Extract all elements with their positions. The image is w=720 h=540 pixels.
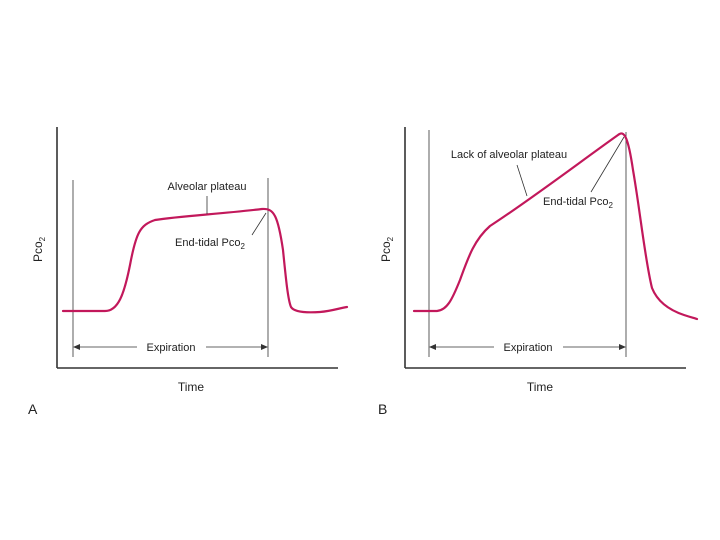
- panel-a-co2-curve: [61, 207, 349, 314]
- panel-a-end-tidal-leader: [251, 212, 267, 236]
- panel-b-expiration-arrowhead-right: [619, 344, 626, 350]
- panel-a-expiration-arrowhead-left: [73, 344, 80, 350]
- panel-a-expiration-label: Expiration: [147, 342, 196, 354]
- panel-a-x-axis-label: Time: [178, 380, 205, 394]
- panel-b-expiration-label: Expiration: [504, 342, 553, 354]
- panel-b-end-tidal-leader: [590, 136, 625, 193]
- panel-b-co2-curve: [412, 132, 699, 321]
- panel-b-plateau-label: Lack of alveolar plateau: [451, 149, 567, 161]
- panel-b-end-tidal-label: End-tidal Pco2: [543, 196, 613, 210]
- panel-b-plateau-leader: [516, 164, 528, 197]
- panel-b-y-axis-label: Pco2: [379, 236, 395, 262]
- panel-b-x-axis-label: Time: [527, 380, 554, 394]
- panel-a-y-axis-label: Pco2: [31, 236, 47, 262]
- panel-b: Pco2 Time B Expiration Lack of alveolar …: [378, 127, 699, 417]
- panel-b-expiration-arrowhead-left: [429, 344, 436, 350]
- panel-a-letter: A: [28, 401, 38, 417]
- panel-a-end-tidal-label: End-tidal Pco2: [175, 237, 245, 251]
- panel-a-expiration-arrowhead-right: [261, 344, 268, 350]
- panel-a-plateau-label: Alveolar plateau: [168, 181, 247, 193]
- panel-b-letter: B: [378, 401, 387, 417]
- panel-a: Pco2 Time A Expiration Alveolar plateau …: [28, 127, 349, 417]
